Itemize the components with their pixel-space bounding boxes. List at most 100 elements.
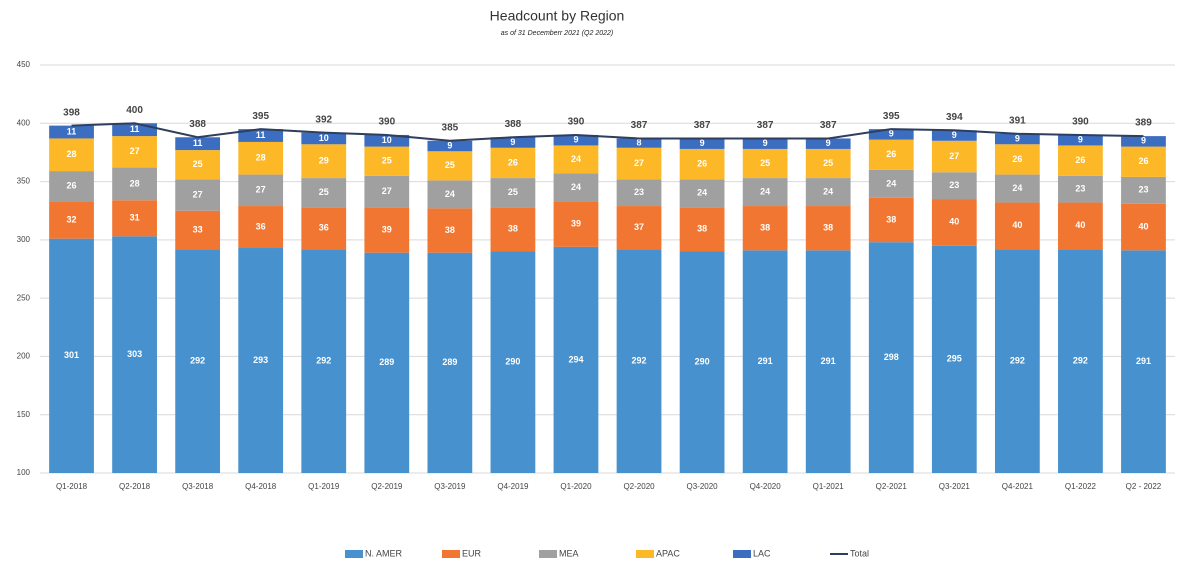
bar-segment bbox=[427, 180, 473, 209]
data-label: 33 bbox=[193, 224, 203, 234]
data-label: 24 bbox=[571, 182, 581, 192]
x-tick-label: Q1-2018 bbox=[56, 482, 88, 491]
data-label: 37 bbox=[634, 222, 644, 232]
data-label: 9 bbox=[763, 138, 768, 148]
data-label: 38 bbox=[823, 223, 833, 233]
bar-segment bbox=[742, 250, 788, 473]
data-label: 25 bbox=[193, 159, 203, 169]
bar-segment bbox=[112, 167, 157, 201]
bar-segment bbox=[994, 133, 1040, 145]
bar-segment bbox=[364, 134, 410, 147]
bar-segment bbox=[175, 210, 221, 250]
data-label: 294 bbox=[568, 354, 583, 364]
data-label: 27 bbox=[193, 189, 203, 199]
bar-segment bbox=[616, 179, 662, 207]
x-tick-label: Q2-2018 bbox=[119, 482, 151, 491]
bar-segment bbox=[805, 178, 851, 207]
data-label: 27 bbox=[949, 151, 959, 161]
bar-segment bbox=[238, 248, 284, 473]
data-label: 10 bbox=[382, 135, 392, 145]
data-label: 27 bbox=[130, 146, 140, 156]
bar-segment bbox=[427, 252, 473, 473]
x-tick-label: Q3-2019 bbox=[434, 482, 466, 491]
data-label: 40 bbox=[949, 217, 959, 227]
bar-segment bbox=[616, 249, 662, 473]
data-label: 27 bbox=[382, 186, 392, 196]
data-label: 24 bbox=[697, 188, 707, 198]
data-label: 26 bbox=[886, 149, 896, 159]
bar-segment bbox=[427, 151, 473, 181]
total-label: 391 bbox=[1009, 115, 1026, 126]
y-tick-label: 450 bbox=[17, 60, 31, 69]
data-label: 27 bbox=[634, 158, 644, 168]
bar-segment bbox=[616, 147, 662, 180]
bar-segment bbox=[1058, 134, 1103, 146]
bar-segment bbox=[1058, 249, 1103, 473]
bar-segment bbox=[238, 206, 284, 249]
bar-segment bbox=[49, 138, 94, 172]
x-tick-label: Q2-2019 bbox=[371, 482, 403, 491]
data-label: 291 bbox=[758, 356, 773, 366]
bar-segment bbox=[301, 207, 347, 250]
bar-segment bbox=[805, 250, 851, 473]
data-label: 26 bbox=[697, 158, 707, 168]
data-label: 23 bbox=[1075, 184, 1085, 194]
data-label: 36 bbox=[256, 221, 266, 231]
total-label: 388 bbox=[505, 119, 522, 130]
data-label: 25 bbox=[508, 187, 518, 197]
data-label: 9 bbox=[1141, 136, 1146, 146]
data-label: 292 bbox=[1073, 355, 1088, 365]
bar-segment bbox=[364, 252, 410, 473]
legend-label: N. AMER bbox=[365, 548, 403, 558]
total-label: 400 bbox=[126, 105, 143, 116]
x-tick-label: Q4-2021 bbox=[1002, 482, 1034, 491]
total-label: 387 bbox=[694, 120, 711, 131]
data-label: 25 bbox=[382, 156, 392, 166]
bar-segment bbox=[1058, 145, 1103, 176]
bar-segment bbox=[301, 178, 347, 208]
x-tick-label: Q1-2020 bbox=[560, 482, 592, 491]
data-label: 25 bbox=[760, 158, 770, 168]
y-tick-label: 100 bbox=[17, 468, 31, 477]
data-label: 38 bbox=[697, 224, 707, 234]
legend-swatch bbox=[733, 550, 751, 558]
legend-label: APAC bbox=[656, 548, 680, 558]
data-label: 303 bbox=[127, 349, 142, 359]
data-label: 11 bbox=[67, 126, 77, 136]
bar-segment bbox=[490, 137, 536, 148]
data-label: 24 bbox=[886, 178, 896, 188]
bar-segment bbox=[553, 201, 599, 247]
bar-segment bbox=[994, 174, 1040, 203]
x-tick-label: Q2-2021 bbox=[876, 482, 908, 491]
bar-segment bbox=[238, 141, 284, 175]
bar-segment bbox=[616, 206, 662, 250]
legend-label: LAC bbox=[753, 548, 771, 558]
data-label: 25 bbox=[445, 160, 455, 170]
data-label: 39 bbox=[382, 224, 392, 234]
bar-segment bbox=[868, 139, 914, 170]
bar-segment bbox=[49, 171, 94, 202]
total-line bbox=[71, 122, 1144, 142]
data-label: 26 bbox=[67, 181, 77, 191]
bar-segment bbox=[742, 148, 788, 179]
data-label: 39 bbox=[571, 218, 581, 228]
data-label: 9 bbox=[1078, 135, 1083, 145]
data-label: 26 bbox=[1138, 156, 1148, 166]
data-label: 289 bbox=[442, 357, 457, 367]
bar-segment bbox=[112, 136, 157, 168]
data-label: 23 bbox=[1138, 185, 1148, 195]
data-label: 301 bbox=[64, 350, 79, 360]
data-label: 40 bbox=[1138, 221, 1148, 231]
data-label: 24 bbox=[760, 186, 770, 196]
bar-segment bbox=[301, 144, 347, 179]
legend-swatch bbox=[345, 550, 363, 558]
legend-swatch bbox=[442, 550, 460, 558]
y-tick-label: 150 bbox=[17, 410, 31, 419]
bar-segment bbox=[868, 169, 914, 198]
data-label: 26 bbox=[1075, 155, 1085, 165]
total-label: 389 bbox=[1135, 118, 1152, 129]
data-label: 28 bbox=[67, 149, 77, 159]
total-label: 390 bbox=[378, 117, 395, 128]
y-tick-label: 350 bbox=[17, 177, 31, 186]
bar-segment bbox=[931, 172, 977, 200]
